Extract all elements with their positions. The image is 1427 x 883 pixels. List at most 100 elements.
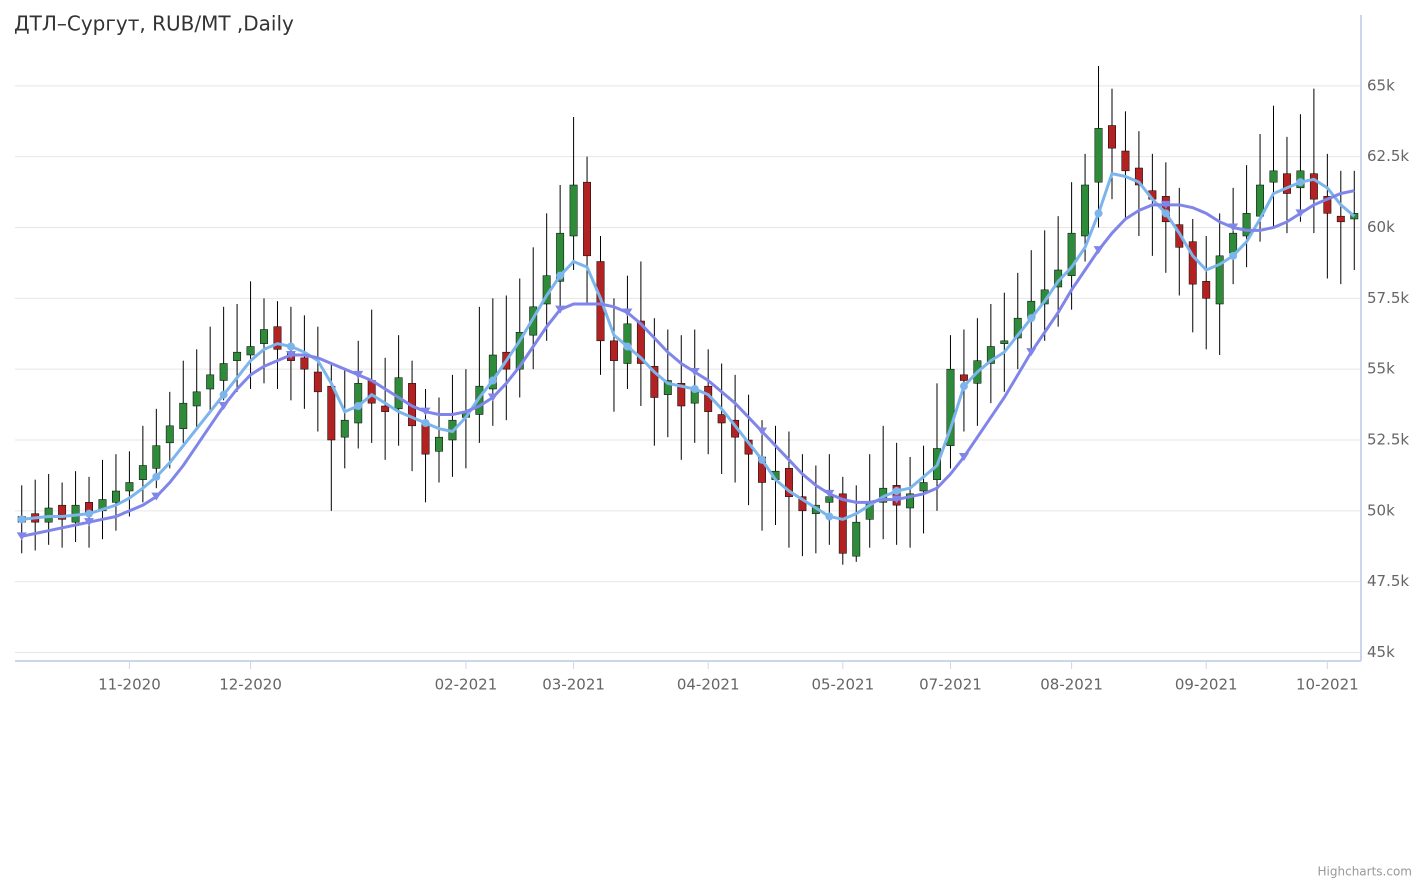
candle-body	[838, 493, 847, 554]
y-tick-label: 57.5k	[1367, 289, 1409, 307]
x-tick-label: 05-2021	[811, 676, 874, 694]
candle-body	[1336, 215, 1345, 223]
y-tick-label: 52.5k	[1367, 431, 1409, 449]
line-marker	[958, 453, 969, 461]
candle-body	[219, 363, 228, 381]
candle-body	[1134, 167, 1143, 186]
line-marker	[285, 351, 296, 359]
chart-title: ДТЛ–Сургут, RUB/MT ,Daily	[14, 12, 294, 36]
candle-body	[798, 496, 807, 512]
candle-body	[260, 329, 268, 344]
y-tick-label: 47.5k	[1367, 572, 1409, 590]
line-marker	[1093, 246, 1104, 255]
y-tick-label: 60k	[1367, 218, 1395, 236]
candle-body	[556, 232, 565, 282]
candle-body	[717, 414, 726, 424]
credits[interactable]: Highcharts.com	[1318, 865, 1412, 879]
candle-body	[959, 374, 968, 381]
line-marker	[1229, 251, 1238, 260]
candle-body	[569, 184, 578, 237]
x-tick-label: 03-2021	[542, 676, 605, 694]
candle-body	[515, 332, 524, 370]
candle-body	[946, 368, 955, 446]
line-marker	[487, 393, 498, 402]
candle-body	[677, 383, 686, 407]
line-marker	[354, 402, 363, 410]
line-marker	[151, 492, 162, 501]
candle-body	[1094, 128, 1103, 183]
candle-body	[435, 436, 443, 452]
candle-body	[852, 521, 861, 557]
candle-body	[327, 385, 336, 441]
candle-body	[138, 465, 147, 480]
line-marker	[152, 472, 161, 481]
line-marker	[1228, 223, 1239, 232]
candle-body	[246, 346, 255, 356]
candle-body	[1202, 281, 1211, 299]
candle-body	[313, 371, 322, 393]
x-tick-label: 07-2021	[919, 676, 982, 694]
candle-body	[152, 445, 161, 469]
line-marker	[488, 376, 497, 385]
candle-body	[663, 380, 672, 395]
candle-body	[906, 493, 915, 509]
candle-body	[1188, 241, 1197, 285]
candle-body	[340, 419, 349, 438]
candle-body	[650, 366, 659, 398]
candle-body	[1229, 232, 1238, 254]
candle-body	[1108, 125, 1116, 149]
candle-body	[1269, 170, 1278, 183]
line-marker	[16, 532, 27, 541]
line-marker	[1295, 209, 1306, 218]
line-marker	[622, 308, 633, 317]
candle-body	[111, 490, 120, 503]
candle-body	[273, 326, 282, 350]
candle-body	[784, 468, 793, 497]
candle-body	[610, 340, 618, 361]
line-marker	[1161, 209, 1170, 218]
x-tick-label: 08-2021	[1040, 676, 1103, 694]
candle-body	[583, 181, 592, 257]
candle-body	[488, 354, 497, 390]
candle-body	[1121, 150, 1130, 172]
x-tick-label: 12-2020	[219, 676, 282, 694]
line-marker	[1026, 348, 1037, 357]
candle-body	[892, 485, 901, 506]
candle-body	[394, 377, 403, 410]
line-marker	[959, 382, 968, 391]
candle-body	[1000, 340, 1009, 344]
candle-body	[1242, 213, 1251, 237]
candle-body	[1309, 173, 1318, 200]
line-marker	[17, 515, 26, 524]
x-tick-label: 11-2020	[98, 676, 161, 694]
moving-average-line	[21, 189, 1355, 538]
candle-body	[986, 346, 995, 364]
line-marker	[824, 489, 835, 498]
line-marker	[757, 427, 768, 436]
y-tick-label: 45k	[1367, 643, 1395, 661]
line-marker	[353, 370, 364, 379]
candle-body	[1067, 232, 1076, 276]
candle-body	[179, 402, 188, 429]
candle-body	[1283, 173, 1291, 194]
line-marker	[420, 407, 431, 416]
x-tick-label: 10-2021	[1296, 676, 1359, 694]
line-marker	[1160, 200, 1171, 209]
candle-body	[636, 320, 645, 364]
moving-average-line	[21, 171, 1356, 521]
line-marker	[84, 518, 95, 527]
candle-body	[206, 374, 215, 390]
y-tick-label: 50k	[1367, 501, 1395, 519]
line-marker	[825, 512, 834, 521]
candle-body	[1081, 184, 1090, 237]
line-marker	[218, 402, 229, 410]
candle-body	[233, 351, 242, 361]
y-tick-label: 65k	[1367, 76, 1395, 94]
line-marker	[690, 385, 699, 393]
line-marker	[219, 390, 228, 399]
candle-body	[919, 482, 928, 492]
x-tick-label: 09-2021	[1175, 676, 1238, 694]
line-marker	[1027, 314, 1036, 323]
x-tick-label: 04-2021	[677, 676, 740, 694]
